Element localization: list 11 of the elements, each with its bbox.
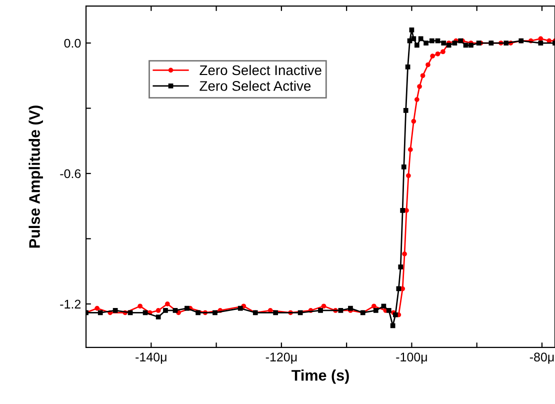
y-tick-label: -1.2 <box>60 300 81 308</box>
x-tick-label: -140μ <box>136 352 166 364</box>
y-axis-title: Pulse Amplitude (V) <box>28 106 43 248</box>
y-tick-label: -0.6 <box>60 169 81 178</box>
x-axis-title: Time (s) <box>292 370 349 384</box>
y-tick-label: 0.0 <box>64 38 81 48</box>
legend-label: Zero Select Inactive <box>200 64 322 76</box>
x-tick-label: -80μ <box>530 352 554 364</box>
x-tick-label: -100μ <box>396 352 427 364</box>
x-tick-label: -120μ <box>266 352 297 364</box>
legend-label: Zero Select Active <box>200 80 311 91</box>
